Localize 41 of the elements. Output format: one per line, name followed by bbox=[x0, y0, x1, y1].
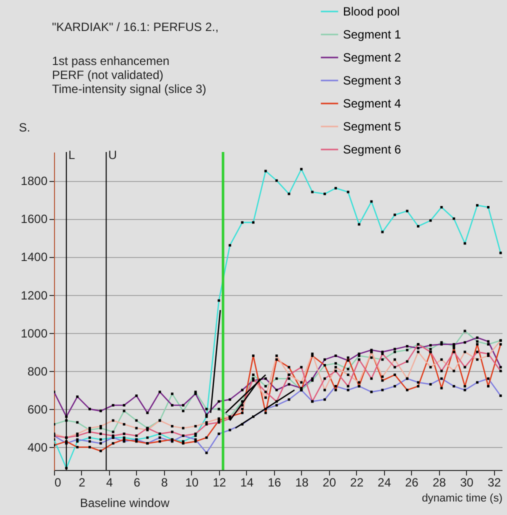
x-tick-label: 20 bbox=[322, 476, 336, 490]
legend-label: Segment 5 bbox=[343, 120, 402, 134]
text: 1st pass enhancemen bbox=[52, 54, 170, 68]
y-tick-label: 600 bbox=[27, 402, 48, 417]
ref-line-label: L bbox=[68, 148, 76, 162]
x-tick-label: 28 bbox=[432, 476, 446, 490]
text: PERF (not validated) bbox=[52, 68, 164, 82]
x-tick-label: 12 bbox=[212, 476, 226, 490]
x-tick-label: 0 bbox=[54, 476, 62, 490]
chart-title: "KARDIAK" / 16.1: PERFUS 2., bbox=[52, 20, 219, 34]
y-tick-label: 1400 bbox=[20, 250, 48, 264]
x-tick-label: 16 bbox=[268, 476, 282, 490]
text: Time-intensity signal (slice 3) bbox=[52, 82, 206, 96]
x-tick-label: 6 bbox=[134, 476, 141, 490]
legend-label: Segment 2 bbox=[343, 50, 402, 64]
legend-label: Segment 3 bbox=[343, 74, 402, 88]
legend-label: Blood pool bbox=[343, 4, 400, 18]
ref-line-label: U bbox=[108, 148, 117, 162]
legend-label: Segment 6 bbox=[343, 142, 402, 156]
y-tick-label: 1200 bbox=[20, 288, 48, 302]
x-tick-label: 2 bbox=[78, 476, 86, 490]
y-tick-label: 1600 bbox=[20, 212, 48, 226]
y-axis-title: S. bbox=[18, 120, 30, 134]
x-tick-label: 22 bbox=[350, 476, 364, 490]
x-tick-label: 8 bbox=[161, 476, 168, 490]
x-axis-title: dynamic time (s) bbox=[422, 492, 502, 504]
x-tick-label: 4 bbox=[106, 476, 114, 490]
y-tick-label: 1800 bbox=[20, 174, 48, 188]
x-tick-label: 30 bbox=[460, 476, 474, 490]
x-tick-label: 14 bbox=[240, 476, 254, 490]
x-tick-label: 18 bbox=[295, 476, 309, 490]
y-tick-label: 400 bbox=[27, 440, 48, 455]
text: Baseline window bbox=[80, 496, 170, 510]
y-tick-label: 1000 bbox=[20, 326, 48, 340]
x-tick-label: 32 bbox=[488, 476, 502, 490]
x-tick-label: 26 bbox=[405, 476, 419, 490]
legend-label: Segment 1 bbox=[343, 28, 402, 42]
y-tick-label: 800 bbox=[27, 364, 48, 378]
x-tick-label: 24 bbox=[378, 476, 392, 490]
legend-label: Segment 4 bbox=[343, 96, 402, 110]
x-tick-label: 10 bbox=[185, 476, 199, 490]
